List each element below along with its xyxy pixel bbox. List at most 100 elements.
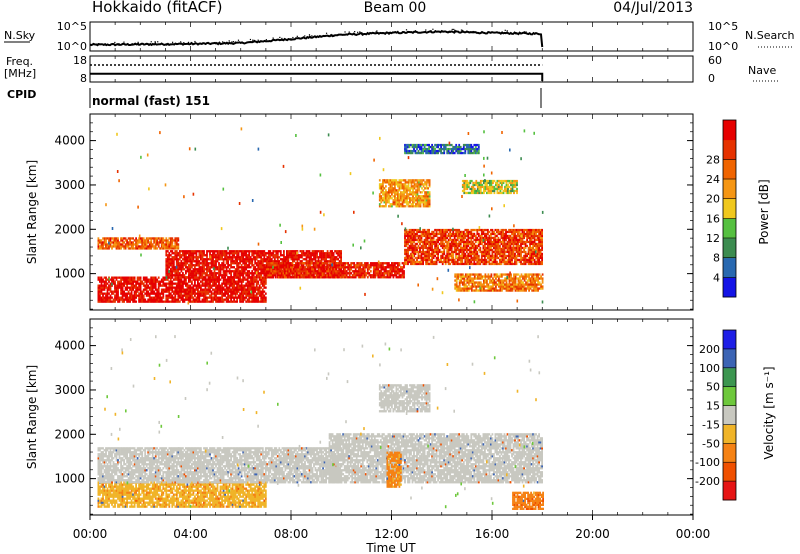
heatmap-cell (252, 292, 255, 295)
heatmap-cell (539, 234, 542, 238)
heatmap-cell (342, 274, 345, 277)
heatmap-cell (252, 276, 255, 279)
heatmap-cell (476, 246, 479, 250)
heatmap-cell (450, 238, 453, 242)
heatmap-cell (375, 262, 378, 265)
heatmap-cell (458, 232, 461, 236)
heatmap-cell (496, 234, 498, 238)
heatmap-cell (242, 258, 245, 261)
heatmap-cell (509, 258, 512, 262)
heatmap-cell (327, 274, 330, 277)
heatmap-cell (503, 254, 506, 258)
heatmap-cell (317, 262, 319, 265)
heatmap-cell (127, 237, 130, 240)
heatmap-cell (290, 270, 292, 273)
heatmap-cell (287, 268, 289, 271)
heatmap-cell (329, 258, 332, 261)
heatmap-cell (224, 258, 226, 261)
heatmap-cell (230, 258, 232, 261)
heatmap-cell (117, 276, 119, 279)
heatmap-cell (413, 244, 415, 248)
heatmap-cell (530, 248, 533, 252)
heatmap-cell (237, 266, 240, 269)
heatmap-cell (245, 268, 248, 271)
heatmap-cell (144, 292, 147, 295)
heatmap-cell (435, 228, 438, 232)
heatmap-cell (180, 288, 183, 291)
heatmap-cell (197, 282, 199, 285)
nsearch-point (257, 39, 259, 41)
heatmap-cell (337, 258, 339, 261)
heatmap-cell (280, 264, 283, 267)
nsearch-point (414, 30, 417, 32)
heatmap-cell (490, 236, 492, 240)
heatmap-cell (216, 298, 219, 301)
heatmap-cell (328, 256, 330, 259)
heatmap-cell (195, 264, 198, 267)
heatmap-cell (148, 280, 151, 283)
nsearch-point (325, 32, 328, 34)
heatmap-cell (249, 272, 252, 275)
heatmap-cell (533, 242, 536, 246)
heatmap-cell (121, 241, 124, 244)
heatmap-cell (338, 270, 340, 273)
heatmap-cell (398, 270, 401, 273)
heatmap-cell (240, 300, 243, 303)
heatmap-cell (500, 256, 503, 260)
heatmap-cell (254, 270, 257, 273)
heatmap-cell (156, 292, 159, 295)
heatmap-cell (166, 239, 169, 242)
heatmap-cell (535, 252, 537, 256)
heatmap-cell (225, 288, 228, 291)
heatmap-cell (411, 250, 414, 254)
heatmap-cell (231, 290, 234, 293)
heatmap-cell (484, 254, 486, 258)
heatmap-cell (455, 232, 458, 236)
heatmap-cell (499, 230, 501, 234)
heatmap-cell (341, 266, 344, 269)
heatmap-cell (277, 276, 280, 279)
heatmap-cell (297, 272, 300, 275)
heatmap-cell (538, 232, 540, 236)
heatmap-cell (97, 288, 100, 291)
heatmap-cell (160, 241, 163, 244)
heatmap-cell (283, 260, 285, 263)
heatmap-cell (189, 266, 192, 269)
heatmap-cell (264, 296, 267, 299)
heatmap-cell (452, 232, 455, 236)
heatmap-cell (272, 254, 275, 257)
heatmap-cell (144, 241, 147, 244)
heatmap-cell (260, 286, 263, 289)
heatmap-cell (464, 232, 467, 236)
heatmap-cell (197, 268, 199, 271)
heatmap-cell (308, 268, 311, 271)
heatmap-cell (461, 232, 464, 236)
heatmap-cell (189, 272, 192, 275)
heatmap-cell (319, 252, 321, 255)
heatmap-cell (315, 264, 318, 267)
heatmap-cell (136, 290, 139, 293)
heatmap-cell (159, 241, 162, 244)
heatmap-cell (255, 278, 258, 281)
heatmap-cell (530, 252, 533, 256)
heatmap-cell (192, 252, 195, 255)
heatmap-cell (263, 294, 266, 297)
heatmap-cell (416, 234, 418, 238)
heatmap-cell (269, 254, 272, 257)
heatmap-cell (467, 262, 470, 266)
heatmap-cell (446, 248, 449, 252)
heatmap-cell (313, 250, 315, 253)
heatmap-cell (521, 242, 524, 246)
heatmap-cell (118, 276, 121, 279)
nsearch-point (296, 35, 298, 37)
heatmap-cell (243, 276, 246, 279)
heatmap-cell (215, 264, 217, 267)
heatmap-cell (401, 270, 404, 273)
heatmap-cell (215, 258, 217, 261)
heatmap-cell (97, 241, 100, 244)
heatmap-cell (200, 300, 202, 303)
heatmap-cell (206, 268, 208, 271)
heatmap-cell (246, 292, 249, 295)
heatmap-cell (468, 262, 471, 266)
heatmap-cell (136, 294, 139, 297)
